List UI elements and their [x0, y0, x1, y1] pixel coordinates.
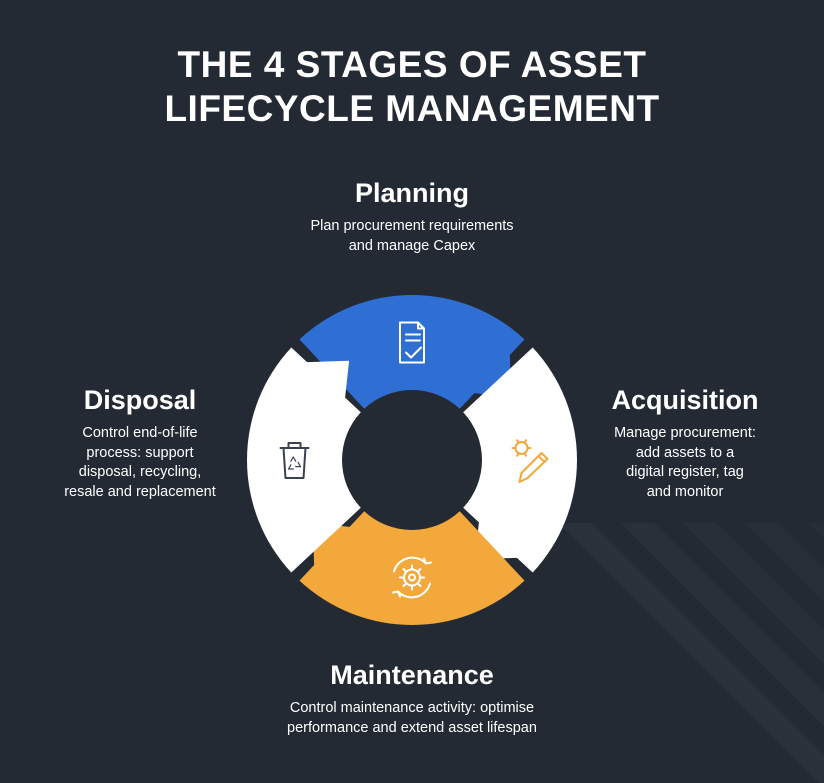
stage-label-acquisition: Acquisition Manage procurement:add asset…	[585, 385, 785, 502]
stage-desc: Manage procurement:add assets to adigita…	[585, 424, 785, 502]
stage-heading: Maintenance	[222, 660, 602, 691]
stage-label-disposal: Disposal Control end-of-lifeprocess: sup…	[35, 385, 245, 502]
stage-desc: Control end-of-lifeprocess: supportdispo…	[35, 424, 245, 502]
infographic-canvas: THE 4 STAGES OF ASSET LIFECYCLE MANAGEME…	[0, 0, 824, 783]
stage-label-planning: Planning Plan procurement requirementsan…	[262, 178, 562, 256]
page-title-line2: LIFECYCLE MANAGEMENT	[0, 88, 824, 130]
stage-heading: Disposal	[35, 385, 245, 416]
stage-label-maintenance: Maintenance Control maintenance activity…	[222, 660, 602, 738]
stage-desc: Control maintenance activity: optimisepe…	[222, 699, 602, 738]
stage-heading: Planning	[262, 178, 562, 209]
stage-desc: Plan procurement requirementsand manage …	[262, 217, 562, 256]
lifecycle-cycle	[207, 255, 617, 665]
stage-heading: Acquisition	[585, 385, 785, 416]
page-title-line1: THE 4 STAGES OF ASSET	[0, 44, 824, 86]
